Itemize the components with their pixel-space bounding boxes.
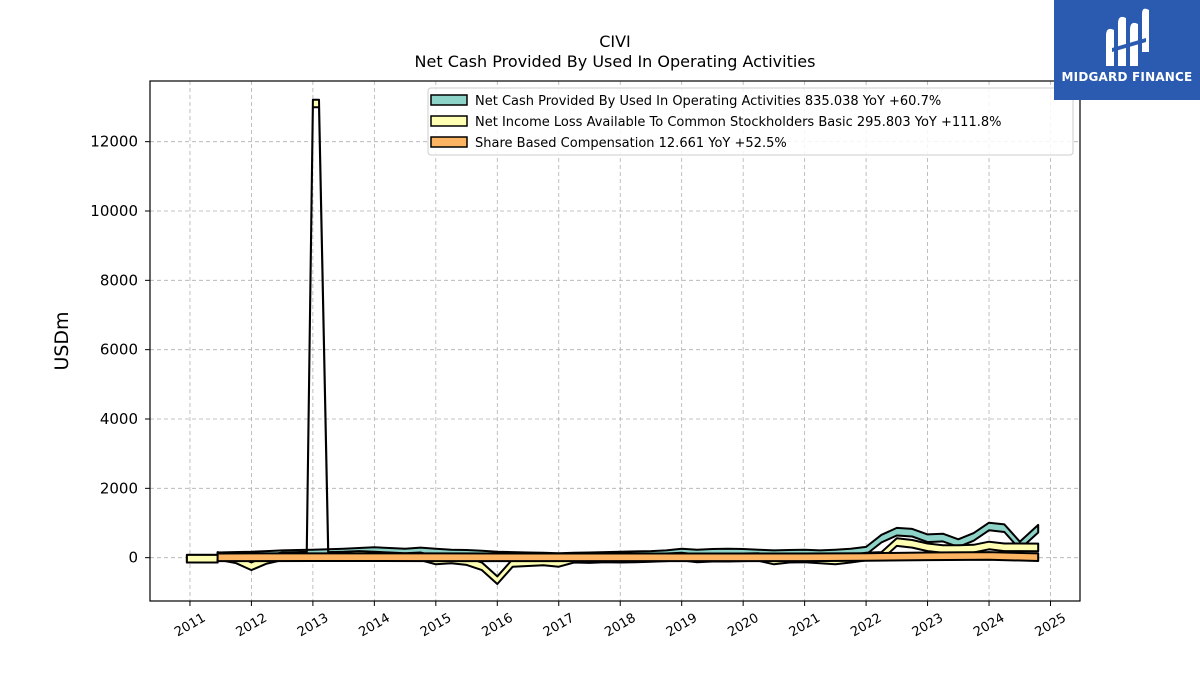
y-tick-label: 4000: [100, 410, 138, 428]
y-tick-label: 6000: [100, 341, 138, 359]
x-tick-label: 2019: [664, 611, 700, 641]
x-tick-label: 2017: [541, 611, 577, 641]
brand-logo: MIDGARD FINANCE: [1054, 0, 1200, 100]
x-tick-label: 2015: [418, 611, 454, 641]
chart-title: CIVI: [599, 32, 631, 51]
grid: [150, 81, 1080, 601]
logo-text: MIDGARD FINANCE: [1061, 70, 1193, 84]
y-tick-label: 2000: [100, 479, 138, 497]
legend-label-3: Share Based Compensation 12.661 YoY +52.…: [475, 136, 787, 151]
plot-frame: [149, 80, 1081, 602]
legend-label-2: Net Income Loss Available To Common Stoc…: [475, 115, 1001, 130]
legend-swatch-1: [430, 94, 468, 106]
y-tick-label: 10000: [90, 202, 138, 220]
x-tick-label: 2021: [787, 611, 823, 641]
legend-box: [427, 87, 1074, 156]
x-tick-label: 2014: [357, 611, 393, 641]
chart-subtitle: Net Cash Provided By Used In Operating A…: [415, 52, 816, 71]
legend: Net Cash Provided By Used In Operating A…: [427, 87, 1074, 156]
x-tick-label: 2023: [910, 611, 946, 641]
y-tick-label: 8000: [100, 271, 138, 289]
x-tick-label: 2012: [234, 611, 270, 641]
series-2-area: [185, 98, 1040, 585]
x-tick-label: 2024: [971, 611, 1007, 641]
y-tick-label: 12000: [90, 133, 138, 151]
series-3-area: [216, 551, 1040, 563]
x-tick-label: 2011: [172, 611, 208, 641]
x-tick-label: 2018: [602, 611, 638, 641]
x-tick-label: 2025: [1033, 611, 1069, 641]
x-tick-label: 2016: [479, 611, 515, 641]
x-tick-label: 2013: [295, 611, 331, 641]
y-tick-label: 0: [128, 549, 138, 567]
x-tick-label: 2020: [725, 611, 761, 641]
legend-label-1: Net Cash Provided By Used In Operating A…: [475, 94, 941, 109]
x-tick-label: 2022: [848, 611, 884, 641]
series-layer: [185, 98, 1040, 585]
y-axis-label: USDm: [51, 311, 73, 370]
legend-swatch-3: [430, 136, 468, 148]
legend-swatch-2: [430, 115, 468, 127]
logo-mark-icon: [1106, 8, 1149, 66]
